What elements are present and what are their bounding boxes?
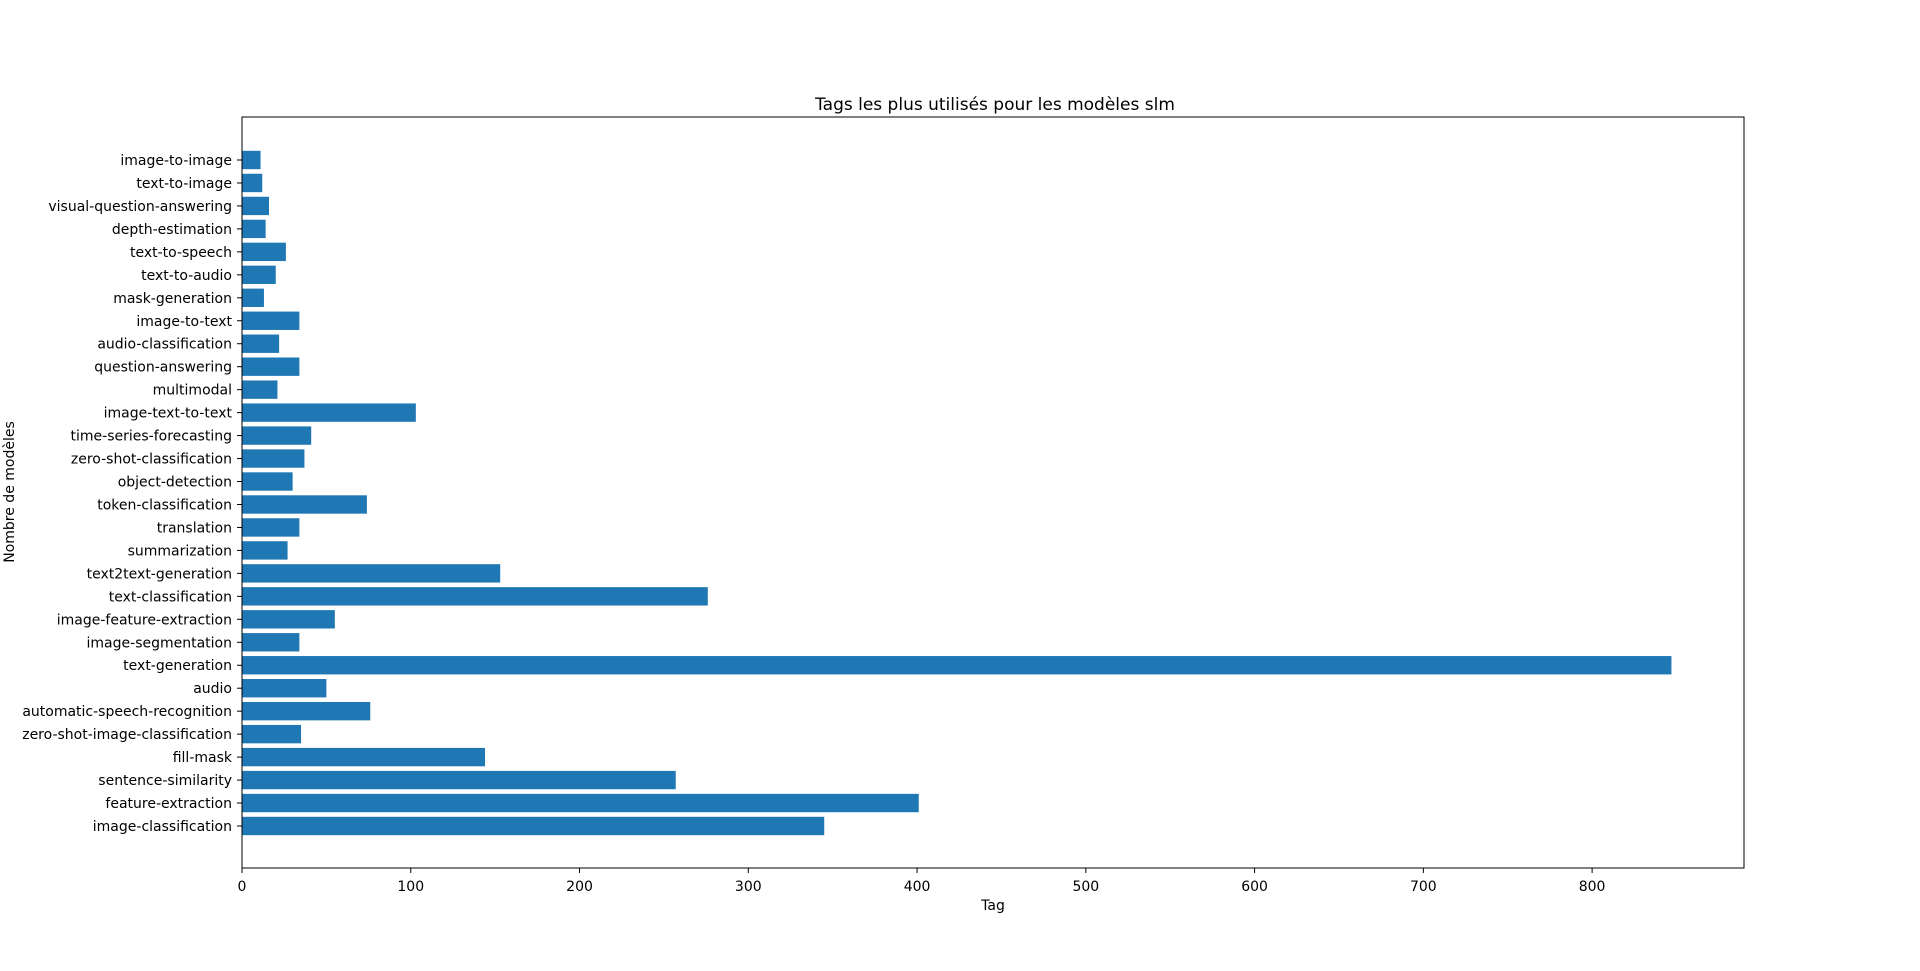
bars-layer (242, 150, 1672, 836)
y-tick-label-audio-classification: audio-classification (97, 337, 232, 353)
bar-multimodal (242, 380, 278, 399)
y-tick-label-visual-question-answering: visual-question-answering (48, 199, 232, 215)
bar-text-to-image (242, 173, 263, 193)
bar-question-answering (242, 357, 300, 376)
x-tick-label-300: 300 (735, 879, 762, 895)
bar-image-feature-extraction (242, 610, 335, 629)
y-tick-label-image-text-to-text: image-text-to-text (104, 406, 233, 422)
bar-image-classification (242, 816, 825, 836)
chart-title: Tags les plus utilisés pour les modèles … (814, 95, 1175, 115)
y-tick-label-depth-estimation: depth-estimation (112, 222, 232, 238)
bar-text-to-speech (242, 242, 286, 262)
bar-sentence-similarity (242, 770, 676, 790)
y-tick-label-image-to-text: image-to-text (136, 314, 232, 330)
y-tick-label-text-to-image: text-to-image (136, 176, 232, 192)
bar-object-detection (242, 472, 293, 491)
x-tick-label-800: 800 (1579, 879, 1606, 895)
x-tick-label-200: 200 (566, 879, 593, 895)
y-tick-label-text2text-generation: text2text-generation (87, 566, 232, 582)
bar-text-generation (242, 656, 1672, 675)
y-tick-label-question-answering: question-answering (94, 360, 232, 376)
y-tick-label-time-series-forecasting: time-series-forecasting (71, 429, 232, 445)
bar-text-classification (242, 587, 708, 606)
bar-visual-question-answering (242, 196, 270, 216)
y-tick-label-mask-generation: mask-generation (113, 291, 232, 307)
y-tick-label-sentence-similarity: sentence-similarity (98, 773, 232, 789)
bar-audio (242, 679, 327, 698)
y-tick-label-multimodal: multimodal (153, 383, 232, 399)
bar-image-to-text (242, 311, 300, 330)
y-tick-label-token-classification: token-classification (97, 497, 232, 513)
bar-image-text-to-text (242, 403, 416, 422)
y-tick-label-text-generation: text-generation (123, 658, 232, 674)
y-tick-label-zero-shot-image-classification: zero-shot-image-classification (22, 727, 232, 743)
bar-zero-shot-image-classification (242, 724, 302, 744)
bar-image-to-image (242, 150, 261, 170)
bar-image-segmentation (242, 633, 300, 652)
bar-text-to-audio (242, 265, 276, 285)
y-tick-label-image-classification: image-classification (93, 819, 232, 835)
x-axis: 0 100 200 300 400 500 600 700 800 (238, 868, 1606, 895)
bar-depth-estimation (242, 219, 266, 239)
y-tick-label-text-classification: text-classification (109, 589, 232, 605)
plot-frame (241, 116, 1745, 869)
y-tick-label-image-segmentation: image-segmentation (87, 635, 232, 651)
y-tick-label-automatic-speech-recognition: automatic-speech-recognition (22, 704, 232, 720)
bar-translation (242, 518, 300, 537)
bar-text2text-generation (242, 564, 501, 583)
y-tick-label-feature-extraction: feature-extraction (105, 796, 232, 812)
bar-audio-classification (242, 334, 280, 353)
x-tick-label-500: 500 (1072, 879, 1099, 895)
y-tick-label-text-to-audio: text-to-audio (141, 268, 232, 284)
x-axis-label: Tag (980, 898, 1005, 914)
y-axis-label: Nombre de modèles (2, 421, 18, 563)
x-tick-label-700: 700 (1410, 879, 1437, 895)
x-tick-label-600: 600 (1241, 879, 1268, 895)
x-tick-label-100: 100 (397, 879, 424, 895)
y-tick-label-audio: audio (193, 681, 232, 697)
bar-fill-mask (242, 747, 486, 767)
y-tick-label-object-detection: object-detection (118, 475, 232, 491)
bar-feature-extraction (242, 793, 919, 813)
bar-time-series-forecasting (242, 426, 312, 445)
y-tick-label-text-to-speech: text-to-speech (130, 245, 232, 261)
bar-automatic-speech-recognition (242, 701, 371, 721)
y-tick-label-zero-shot-classification: zero-shot-classification (71, 452, 232, 468)
bar-token-classification (242, 495, 367, 514)
x-tick-label-0: 0 (238, 879, 247, 895)
y-tick-label-summarization: summarization (128, 543, 232, 559)
bar-zero-shot-classification (242, 449, 305, 468)
x-tick-label-400: 400 (904, 879, 931, 895)
y-tick-label-translation: translation (157, 520, 232, 536)
y-tick-label-image-feature-extraction: image-feature-extraction (57, 612, 232, 628)
y-axis: image-classification feature-extraction se… (22, 153, 242, 835)
y-tick-label-image-to-image: image-to-image (120, 153, 232, 169)
bar-mask-generation (242, 288, 264, 307)
y-tick-label-fill-mask: fill-mask (173, 750, 233, 766)
bar-summarization (242, 541, 288, 560)
